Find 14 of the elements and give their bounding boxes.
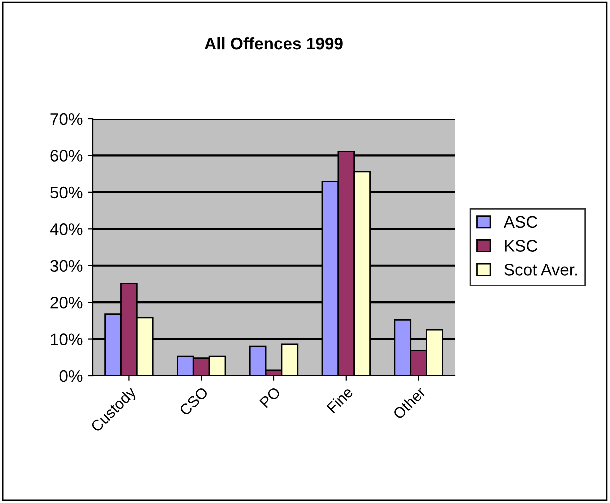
legend-label: ASC: [504, 216, 538, 228]
y-tick-label: 50%: [50, 186, 83, 199]
y-tick-label: 40%: [50, 224, 83, 236]
legend-label: KSC: [505, 240, 538, 252]
y-tick-label: 30%: [50, 260, 83, 272]
y-tick-label: 10%: [51, 334, 83, 346]
y-tick-label: 70%: [50, 113, 83, 126]
y-tick-label: 60%: [50, 150, 83, 162]
legend-label: Scot Aver.: [504, 264, 578, 276]
y-tick-label: 0%: [60, 370, 83, 382]
chart-title: All Offences 1999: [204, 37, 343, 50]
x-tick-label: PO: [260, 386, 282, 408]
x-tick-label: Fine: [326, 386, 354, 414]
y-tick-label: 20%: [50, 296, 83, 309]
